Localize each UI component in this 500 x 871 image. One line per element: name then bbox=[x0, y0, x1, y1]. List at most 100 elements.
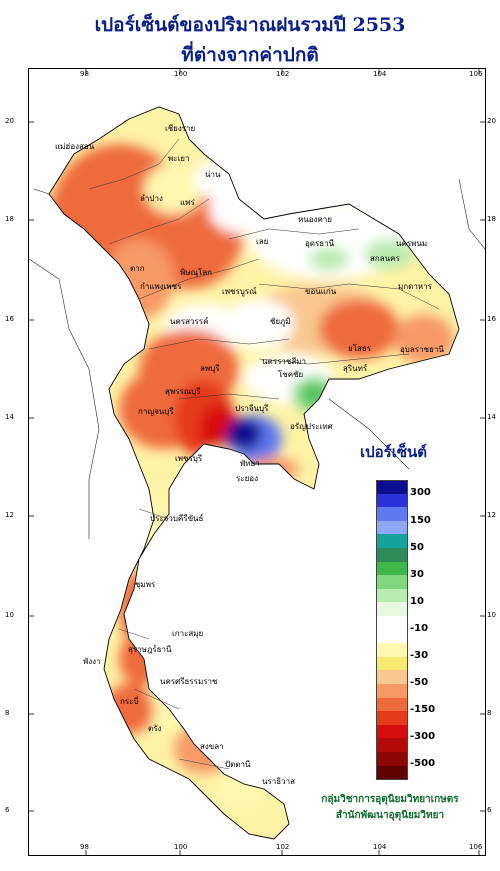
legend-color-box bbox=[376, 575, 408, 589]
lon-tick-106-top: 106 bbox=[469, 70, 483, 78]
lat-tick-10-right: 10 bbox=[487, 611, 496, 619]
map-title-line1: เปอร์เซ็นต์ของปริมาณฝนรวมปี 2553 bbox=[94, 14, 406, 36]
lon-tick-106-bottom: 106 bbox=[469, 843, 483, 851]
place-label-korat: นครราชสีมา bbox=[262, 357, 306, 366]
legend-color-box bbox=[376, 629, 408, 644]
legend-label-minus50: -50 bbox=[410, 677, 429, 688]
lat-tick-16-left: 16 bbox=[5, 315, 14, 323]
place-label-songkhla: สงขลา bbox=[200, 742, 224, 751]
lat-tick-12-right: 12 bbox=[487, 511, 496, 519]
place-label-suphan: สุพรรณบุรี bbox=[165, 387, 201, 396]
place-label-pattaya: พัทยา bbox=[240, 459, 260, 468]
legend-label-150: 150 bbox=[410, 515, 431, 526]
legend-color-box bbox=[376, 602, 408, 616]
place-label-lampang: ลำปาง bbox=[140, 194, 163, 203]
place-label-nakhonsawan: นครสวรรค์ bbox=[170, 317, 209, 326]
place-label-nakhonsi: นครศรีธรรมราช bbox=[160, 677, 218, 686]
legend-color-box bbox=[376, 670, 408, 684]
legend-label-minus150: -150 bbox=[410, 704, 436, 715]
place-label-aranya: อรัญประเทศ bbox=[290, 422, 333, 431]
lon-tick-102-top: 102 bbox=[276, 70, 290, 78]
lat-tick-10-left: 10 bbox=[5, 611, 14, 619]
lat-tick-8-left: 8 bbox=[5, 709, 10, 717]
legend-color-box bbox=[376, 561, 408, 576]
place-label-khonkaen: ขอนแก่น bbox=[305, 287, 337, 296]
lon-tick-98-top: 98 bbox=[80, 70, 89, 78]
place-label-nan: น่าน bbox=[205, 170, 221, 179]
place-label-chumphon: ชุมพร bbox=[135, 580, 156, 589]
place-label-loei: เลย bbox=[256, 237, 269, 246]
place-label-phetchabun: เพชรบูรณ์ bbox=[222, 287, 257, 296]
legend-color-box bbox=[376, 493, 408, 508]
map-title-line2: ที่ต่างจากค่าปกติ bbox=[181, 44, 319, 66]
lon-tick-98-bottom: 98 bbox=[80, 843, 89, 851]
credit-line1: กลุ่มวิชาการอุตุนิยมวิทยาเกษตร bbox=[321, 794, 459, 805]
legend-color-box bbox=[376, 724, 408, 739]
legend-label-minus300: -300 bbox=[410, 731, 436, 742]
legend-label-300: 300 bbox=[410, 487, 431, 498]
lat-tick-20-left: 20 bbox=[5, 117, 14, 125]
legend-color-box bbox=[376, 507, 408, 521]
place-label-chiangrai: เชียงราย bbox=[165, 124, 196, 133]
place-label-kamphaeng: กำแพงเพชร bbox=[140, 282, 182, 291]
legend-color-box bbox=[376, 588, 408, 603]
legend-color-box bbox=[376, 643, 408, 657]
place-label-trang: ตรัง bbox=[148, 724, 162, 733]
legend-color-box bbox=[376, 738, 408, 752]
place-label-nakhonphanom: นครพนม bbox=[396, 239, 428, 248]
lat-tick-20-right: 20 bbox=[487, 117, 496, 125]
place-label-ubon: อุบลราชธานี bbox=[400, 345, 444, 354]
place-label-udon: อุดรธานี bbox=[305, 239, 335, 248]
legend-color-box bbox=[376, 656, 408, 671]
place-label-phetchaburi: เพชรบุรี bbox=[175, 454, 203, 463]
legend-color-box bbox=[376, 684, 408, 698]
place-label-samui: เกาะสมุย bbox=[172, 629, 204, 638]
place-label-kanchanaburi: กาญจนบุรี bbox=[138, 407, 174, 416]
legend-color-box bbox=[376, 520, 408, 535]
lon-tick-102-bottom: 102 bbox=[276, 843, 290, 851]
place-label-nongkhai: หนองคาย bbox=[298, 215, 332, 224]
legend-color-box bbox=[376, 548, 408, 562]
place-label-chokchai: โชคชัย bbox=[278, 370, 304, 379]
place-label-surin: สุรินทร์ bbox=[343, 364, 368, 373]
legend-color-box bbox=[376, 752, 408, 766]
place-label-lopburi: ลพบุรี bbox=[200, 364, 220, 373]
place-label-mukdahan: มุกดาหาร bbox=[398, 282, 432, 291]
lat-tick-16-right: 16 bbox=[487, 315, 496, 323]
legend-color-box bbox=[376, 480, 408, 495]
lat-tick-14-left: 14 bbox=[5, 413, 14, 421]
lon-tick-104-bottom: 104 bbox=[373, 843, 387, 851]
lon-tick-100-top: 100 bbox=[174, 70, 188, 78]
place-label-phangnga: พังงา bbox=[83, 657, 101, 666]
place-label-rayong: ระยอง bbox=[236, 474, 258, 483]
legend-title: เปอร์เซ็นต์ bbox=[360, 443, 428, 461]
legend-color-box bbox=[376, 765, 408, 781]
legend-label-30: 30 bbox=[410, 569, 424, 580]
map-frame bbox=[28, 68, 486, 856]
legend-color-box bbox=[376, 697, 408, 712]
place-label-prachin: ปราจีนบุรี bbox=[235, 404, 269, 413]
legend-label-minus30: -30 bbox=[410, 650, 429, 661]
legend-label-10: 10 bbox=[410, 596, 424, 607]
legend-label-minus500: -500 bbox=[410, 758, 436, 769]
lat-tick-14-right: 14 bbox=[487, 413, 496, 421]
place-label-phayao: พะเยา bbox=[168, 154, 190, 163]
lat-tick-6-right: 6 bbox=[487, 806, 492, 814]
place-label-chaiyaphum: ชัยภูมิ bbox=[270, 317, 291, 326]
legend-color-box bbox=[376, 534, 408, 548]
place-label-phitsanulok: พิษณุโลก bbox=[180, 268, 213, 277]
place-label-sakon: สกลนคร bbox=[370, 254, 400, 263]
place-label-narathiwat: นราธิวาส bbox=[262, 777, 296, 786]
rainfall-anomaly-map bbox=[29, 69, 485, 855]
lat-tick-8-right: 8 bbox=[487, 709, 492, 717]
legend-label-50: 50 bbox=[410, 542, 424, 553]
place-label-suratthani: สุราษฎร์ธานี bbox=[128, 645, 172, 654]
credit-line2: สำนักพัฒนาอุตุนิยมวิทยา bbox=[335, 810, 445, 821]
lat-tick-6-left: 6 bbox=[5, 806, 10, 814]
place-label-krabi: กระบี่ bbox=[120, 697, 139, 706]
lat-tick-18-left: 18 bbox=[5, 215, 14, 223]
place-label-pattani: ปัตตานี bbox=[225, 760, 251, 769]
legend-label-minus10: -10 bbox=[410, 623, 429, 634]
lat-tick-12-left: 12 bbox=[5, 511, 14, 519]
lon-tick-100-bottom: 100 bbox=[174, 843, 188, 851]
